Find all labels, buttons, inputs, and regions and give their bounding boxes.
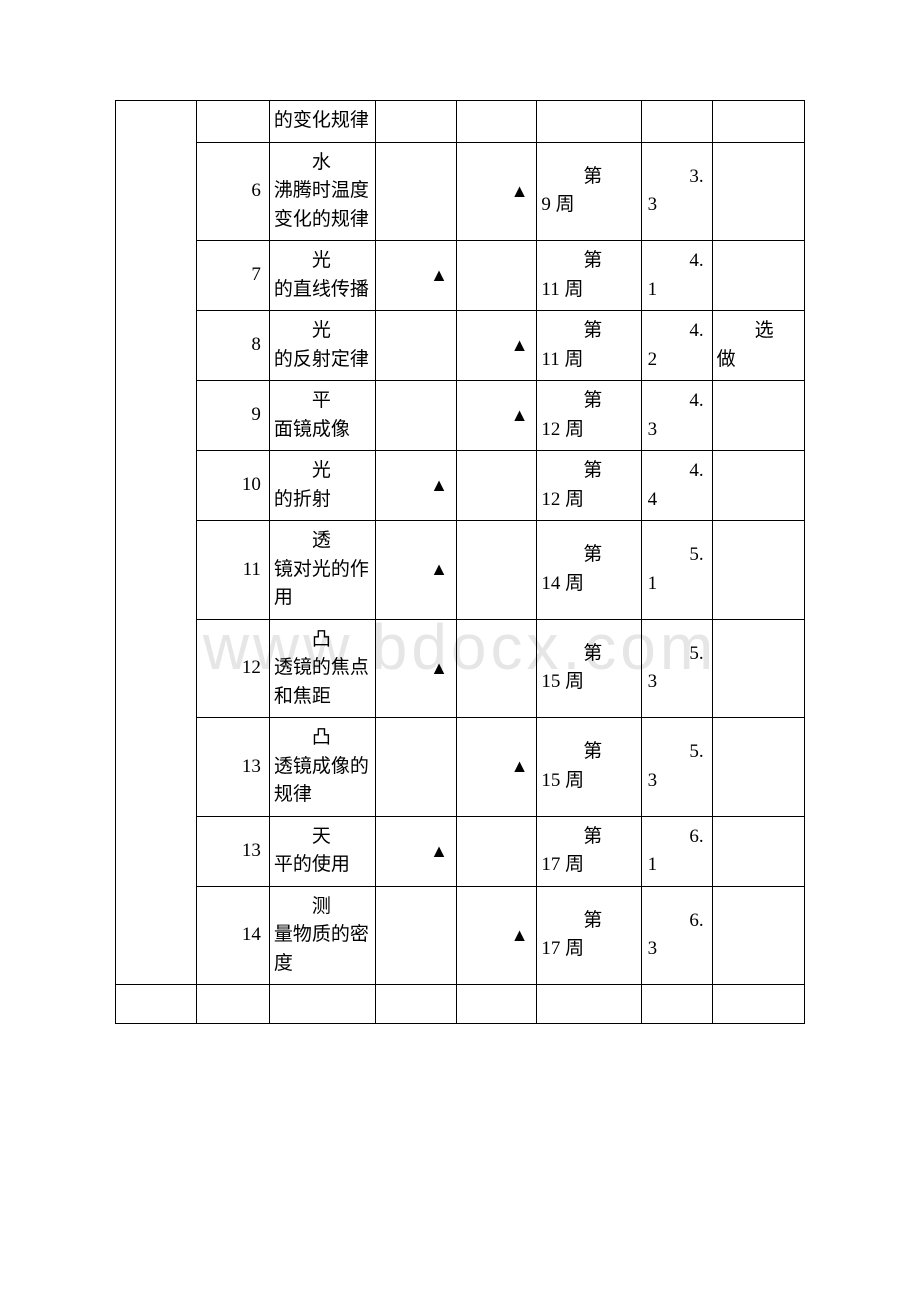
cell-section: 5.3 <box>641 619 712 718</box>
cell-index: 6 <box>196 142 269 241</box>
cell-section: 5.1 <box>641 521 712 620</box>
cell-index: 8 <box>196 311 269 381</box>
cell: ▲ <box>456 142 537 241</box>
cell-index: 13 <box>196 718 269 817</box>
cell-index: 10 <box>196 451 269 521</box>
cell-note <box>712 816 804 886</box>
cell-note <box>712 886 804 985</box>
cell <box>641 101 712 143</box>
cell-week: 第17 周 <box>537 886 641 985</box>
cell-name: 天平的使用 <box>269 816 376 886</box>
cell-week: 第15 周 <box>537 718 641 817</box>
cell-section: 6.1 <box>641 816 712 886</box>
cell <box>537 985 641 1024</box>
cell <box>196 101 269 143</box>
cell: ▲ <box>456 886 537 985</box>
cell-name: 光的直线传播 <box>269 241 376 311</box>
group-cell <box>116 101 197 985</box>
cell-week: 第15 周 <box>537 619 641 718</box>
cell <box>712 985 804 1024</box>
cell-section: 4.4 <box>641 451 712 521</box>
cell <box>376 311 457 381</box>
cell <box>376 142 457 241</box>
cell <box>376 381 457 451</box>
cell-note: 选做 <box>712 311 804 381</box>
cell: ▲ <box>456 718 537 817</box>
table-row <box>116 985 805 1024</box>
table-row: 8 光的反射定律 ▲ 第11 周 4.2 选做 <box>116 311 805 381</box>
table-row: 10 光的折射 ▲ 第12 周 4.4 <box>116 451 805 521</box>
cell: ▲ <box>456 311 537 381</box>
cell <box>456 985 537 1024</box>
cell-name: 光的折射 <box>269 451 376 521</box>
cell <box>456 816 537 886</box>
cell-note <box>712 381 804 451</box>
cell-section: 4.3 <box>641 381 712 451</box>
cell <box>456 619 537 718</box>
cell-week: 第17 周 <box>537 816 641 886</box>
cell: 的变化规律 <box>269 101 376 143</box>
cell: ▲ <box>376 241 457 311</box>
cell-index: 11 <box>196 521 269 620</box>
cell-index: 9 <box>196 381 269 451</box>
cell: ▲ <box>456 381 537 451</box>
cell <box>376 886 457 985</box>
cell-name: 凸透镜的焦点和焦距 <box>269 619 376 718</box>
cell-section: 5.3 <box>641 718 712 817</box>
cell-index: 7 <box>196 241 269 311</box>
cell-section: 3.3 <box>641 142 712 241</box>
cell-index: 13 <box>196 816 269 886</box>
cell <box>196 985 269 1024</box>
cell-note <box>712 142 804 241</box>
table-row: 14 测量物质的密度 ▲ 第17 周 6.3 <box>116 886 805 985</box>
cell-note <box>712 718 804 817</box>
table-row: 11 透镜对光的作用 ▲ 第14 周 5.1 <box>116 521 805 620</box>
table-row: 的变化规律 <box>116 101 805 143</box>
cell-name: 凸透镜成像的规律 <box>269 718 376 817</box>
cell <box>269 985 376 1024</box>
cell-index: 14 <box>196 886 269 985</box>
cell-section: 4.2 <box>641 311 712 381</box>
cell-week: 第11 周 <box>537 241 641 311</box>
cell-name: 水沸腾时温度变化的规律 <box>269 142 376 241</box>
cell-week: 第12 周 <box>537 451 641 521</box>
table-row: 12 凸透镜的焦点和焦距 ▲ 第15 周 5.3 <box>116 619 805 718</box>
cell <box>116 985 197 1024</box>
cell <box>712 101 804 143</box>
cell-name: 平面镜成像 <box>269 381 376 451</box>
cell: ▲ <box>376 521 457 620</box>
cell <box>456 241 537 311</box>
cell <box>537 101 641 143</box>
cell-name: 测量物质的密度 <box>269 886 376 985</box>
cell-name: 透镜对光的作用 <box>269 521 376 620</box>
table-row: 6 水沸腾时温度变化的规律 ▲ 第9 周 3.3 <box>116 142 805 241</box>
cell-name: 光的反射定律 <box>269 311 376 381</box>
cell <box>456 451 537 521</box>
cell-section: 6.3 <box>641 886 712 985</box>
cell: ▲ <box>376 619 457 718</box>
cell-index: 12 <box>196 619 269 718</box>
table-row: 9 平面镜成像 ▲ 第12 周 4.3 <box>116 381 805 451</box>
table-row: 13 凸透镜成像的规律 ▲ 第15 周 5.3 <box>116 718 805 817</box>
cell <box>376 985 457 1024</box>
cell-note <box>712 521 804 620</box>
cell <box>376 101 457 143</box>
cell-week: 第9 周 <box>537 142 641 241</box>
cell-week: 第14 周 <box>537 521 641 620</box>
cell-note <box>712 451 804 521</box>
table-row: 13 天平的使用 ▲ 第17 周 6.1 <box>116 816 805 886</box>
cell: ▲ <box>376 451 457 521</box>
cell-week: 第11 周 <box>537 311 641 381</box>
cell-section: 4.1 <box>641 241 712 311</box>
cell <box>456 101 537 143</box>
cell <box>641 985 712 1024</box>
cell-week: 第12 周 <box>537 381 641 451</box>
cell-note <box>712 241 804 311</box>
cell-note <box>712 619 804 718</box>
experiment-schedule-table: 的变化规律 6 水沸腾时温度变化的规律 ▲ 第9 周 3.3 7 光的直线传播 … <box>115 100 805 1024</box>
cell <box>376 718 457 817</box>
cell <box>456 521 537 620</box>
cell: ▲ <box>376 816 457 886</box>
table-row: 7 光的直线传播 ▲ 第11 周 4.1 <box>116 241 805 311</box>
